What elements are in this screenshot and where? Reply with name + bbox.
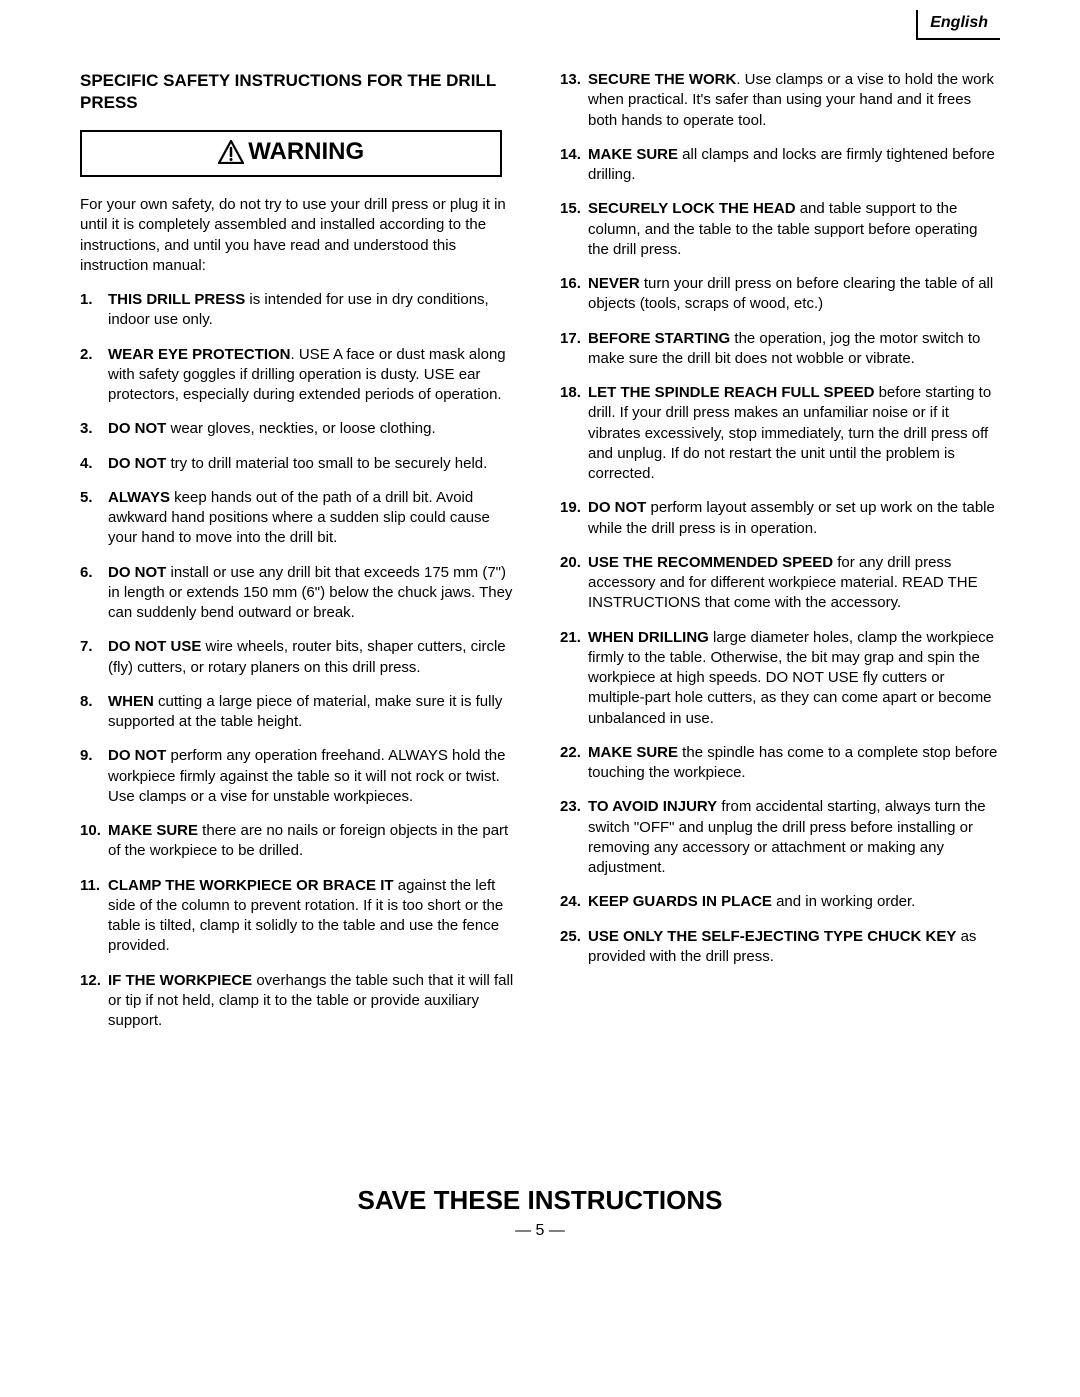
instruction-bold-lead: WHEN DRILLING	[588, 629, 709, 646]
instruction-bold-lead: MAKE SURE	[588, 146, 678, 163]
left-column: SPECIFIC SAFETY INSTRUCTIONS FOR THE DRI…	[80, 70, 520, 1045]
instruction-bold-lead: DO NOT	[108, 420, 166, 437]
instruction-item: DO NOT perform any operation freehand. A…	[80, 746, 520, 807]
save-instructions-heading: SAVE THESE INSTRUCTIONS	[80, 1185, 1000, 1216]
instruction-bold-lead: WHEN	[108, 693, 154, 710]
intro-paragraph: For your own safety, do not try to use y…	[80, 195, 520, 276]
instruction-bold-lead: DO NOT	[588, 499, 646, 516]
instruction-bold-lead: MAKE SURE	[588, 744, 678, 761]
instruction-bold-lead: USE ONLY THE SELF-EJECTING TYPE CHUCK KE…	[588, 928, 956, 945]
two-column-layout: SPECIFIC SAFETY INSTRUCTIONS FOR THE DRI…	[80, 70, 1000, 1045]
warning-triangle-icon	[218, 140, 244, 164]
instruction-item: KEEP GUARDS IN PLACE and in working orde…	[560, 892, 1000, 912]
warning-box: WARNING	[80, 130, 502, 177]
instruction-bold-lead: CLAMP THE WORKPIECE OR BRACE IT	[108, 877, 394, 894]
instruction-item: SECURELY LOCK THE HEAD and table support…	[560, 199, 1000, 260]
instruction-item: THIS DRILL PRESS is intended for use in …	[80, 290, 520, 331]
instruction-item: MAKE SURE the spindle has come to a comp…	[560, 743, 1000, 784]
instruction-item: SECURE THE WORK. Use clamps or a vise to…	[560, 70, 1000, 131]
instruction-item: CLAMP THE WORKPIECE OR BRACE IT against …	[80, 876, 520, 957]
warning-label: WARNING	[248, 138, 364, 166]
instruction-item: DO NOT try to drill material too small t…	[80, 454, 520, 474]
instruction-bold-lead: MAKE SURE	[108, 822, 198, 839]
instruction-bold-lead: IF THE WORKPIECE	[108, 972, 252, 989]
instruction-bold-lead: SECURE THE WORK	[588, 71, 736, 88]
instruction-item: WHEN cutting a large piece of material, …	[80, 692, 520, 733]
instruction-item: NEVER turn your drill press on before cl…	[560, 274, 1000, 315]
instruction-item: DO NOT wear gloves, neckties, or loose c…	[80, 419, 520, 439]
document-page: English SPECIFIC SAFETY INSTRUCTIONS FOR…	[0, 0, 1080, 1397]
instruction-item: TO AVOID INJURY from accidental starting…	[560, 797, 1000, 878]
instruction-bold-lead: DO NOT USE	[108, 638, 201, 655]
instruction-list-right: SECURE THE WORK. Use clamps or a vise to…	[560, 70, 1000, 967]
instruction-bold-lead: LET THE SPINDLE REACH FULL SPEED	[588, 384, 874, 401]
instruction-item: WHEN DRILLING large diameter holes, clam…	[560, 628, 1000, 729]
instruction-item: IF THE WORKPIECE overhangs the table suc…	[80, 971, 520, 1032]
instruction-bold-lead: WEAR EYE PROTECTION	[108, 346, 291, 363]
instruction-bold-lead: BEFORE STARTING	[588, 330, 730, 347]
instruction-item: DO NOT perform layout assembly or set up…	[560, 498, 1000, 539]
instruction-bold-lead: TO AVOID INJURY	[588, 798, 717, 815]
instruction-item: USE THE RECOMMENDED SPEED for any drill …	[560, 553, 1000, 614]
instruction-bold-lead: SECURELY LOCK THE HEAD	[588, 200, 796, 217]
instruction-bold-lead: NEVER	[588, 275, 640, 292]
instruction-item: WEAR EYE PROTECTION. USE A face or dust …	[80, 345, 520, 406]
page-number: — 5 —	[80, 1222, 1000, 1240]
instruction-bold-lead: KEEP GUARDS IN PLACE	[588, 893, 772, 910]
instruction-bold-lead: ALWAYS	[108, 489, 170, 506]
instruction-bold-lead: THIS DRILL PRESS	[108, 291, 245, 308]
instruction-bold-lead: DO NOT	[108, 455, 166, 472]
instruction-item: DO NOT USE wire wheels, router bits, sha…	[80, 637, 520, 678]
instruction-bold-lead: DO NOT	[108, 747, 166, 764]
instruction-item: USE ONLY THE SELF-EJECTING TYPE CHUCK KE…	[560, 927, 1000, 968]
instruction-item: MAKE SURE all clamps and locks are firml…	[560, 145, 1000, 186]
instruction-list-left: THIS DRILL PRESS is intended for use in …	[80, 290, 520, 1031]
instruction-item: LET THE SPINDLE REACH FULL SPEED before …	[560, 383, 1000, 484]
right-column: SECURE THE WORK. Use clamps or a vise to…	[560, 70, 1000, 1045]
instruction-item: MAKE SURE there are no nails or foreign …	[80, 821, 520, 862]
instruction-bold-lead: DO NOT	[108, 564, 166, 581]
instruction-item: BEFORE STARTING the operation, jog the m…	[560, 329, 1000, 370]
instruction-item: DO NOT install or use any drill bit that…	[80, 563, 520, 624]
section-title: SPECIFIC SAFETY INSTRUCTIONS FOR THE DRI…	[80, 70, 520, 114]
instruction-item: ALWAYS keep hands out of the path of a d…	[80, 488, 520, 549]
instruction-bold-lead: USE THE RECOMMENDED SPEED	[588, 554, 833, 571]
language-label: English	[916, 10, 1000, 40]
page-content: SPECIFIC SAFETY INSTRUCTIONS FOR THE DRI…	[80, 20, 1000, 1240]
